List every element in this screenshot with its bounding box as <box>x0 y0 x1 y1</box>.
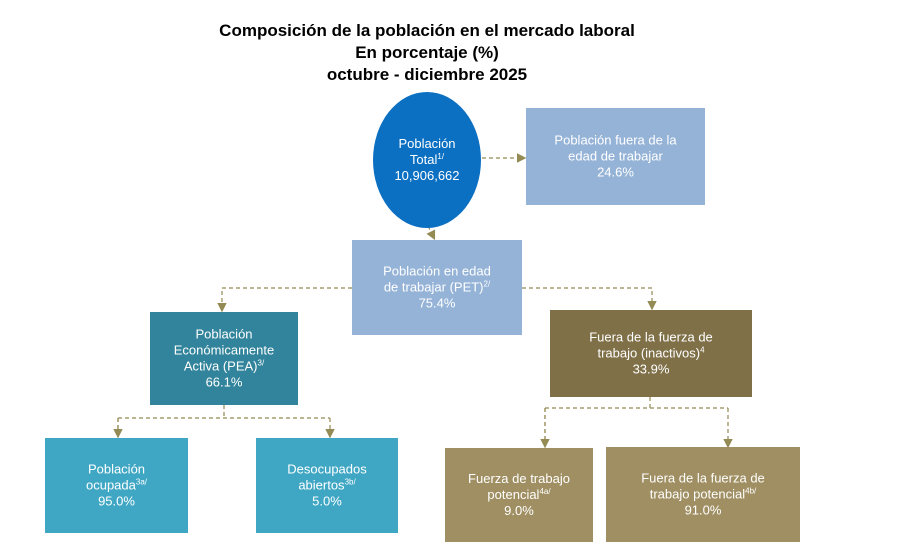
node-value: 9.0% <box>504 503 534 518</box>
node-label: trabajo (inactivos)4 <box>597 346 705 361</box>
node-shape <box>550 310 752 397</box>
node-value: 75.4% <box>419 296 456 311</box>
node-label: Población en edad <box>383 264 491 279</box>
node-value: 5.0% <box>312 494 342 509</box>
node-shape <box>526 108 705 205</box>
node-shape <box>445 448 593 542</box>
node-value: 33.9% <box>633 362 670 377</box>
node-label-text: trabajo (inactivos) <box>597 346 700 361</box>
node-superscript: 1/ <box>437 152 444 161</box>
node-label: Fuera de la fuerza de <box>641 471 765 486</box>
node-label: Total1/ <box>410 152 445 167</box>
node-superscript: 3a/ <box>136 478 148 487</box>
node-shape <box>45 438 188 533</box>
node-shape <box>150 312 298 405</box>
node-superscript: 3b/ <box>345 478 357 487</box>
node-label-text: Fuerza de trabajo <box>468 471 570 486</box>
node-label: trabajo potencial4b/ <box>650 487 757 502</box>
connectors <box>113 153 728 446</box>
node-value: 10,906,662 <box>394 168 459 183</box>
node-label: Económicamente <box>174 343 274 358</box>
node-label: de trabajar (PET)2/ <box>384 280 491 295</box>
node-label: Población <box>398 136 455 151</box>
node-label-text: trabajo potencial <box>650 487 746 502</box>
node-value: 66.1% <box>206 375 243 390</box>
node-value: 24.6% <box>597 165 634 180</box>
node-label-text: Activa (PEA) <box>184 359 258 374</box>
node-superscript: 4b/ <box>745 487 757 496</box>
node-shape <box>606 447 800 542</box>
node-label-text: Población <box>398 136 455 151</box>
node-label: potencial4a/ <box>487 487 551 502</box>
node-label: abiertos3b/ <box>298 478 356 493</box>
node-shape <box>256 438 398 533</box>
title-line: Composición de la población en el mercad… <box>219 21 635 40</box>
node-label-text: potencial <box>487 487 539 502</box>
node-label: Población fuera de la <box>554 133 677 148</box>
node-label: Activa (PEA)3/ <box>184 359 265 374</box>
node-label: Población <box>88 462 145 477</box>
node-label: edad de trabajar <box>568 149 663 164</box>
node-label: ocupada3a/ <box>86 478 148 493</box>
node-label: Fuera de la fuerza de <box>589 330 713 345</box>
node-superscript: 3/ <box>258 359 265 368</box>
node-superscript: 2/ <box>484 280 491 289</box>
node-label-text: Población fuera de la <box>554 133 677 148</box>
node-label: Fuerza de trabajo <box>468 471 570 486</box>
node-label-text: Total <box>410 152 438 167</box>
node-label-text: Población en edad <box>383 264 491 279</box>
node-value: 91.0% <box>685 503 722 518</box>
node-label-text: ocupada <box>86 478 137 493</box>
node-shape <box>352 240 522 335</box>
node-label-text: Fuera de la fuerza de <box>589 330 713 345</box>
title-line: octubre - diciembre 2025 <box>327 65 527 84</box>
title-line: En porcentaje (%) <box>355 43 499 62</box>
node-superscript: 4a/ <box>539 487 551 496</box>
node-label-text: Población <box>88 462 145 477</box>
node-label-text: Fuera de la fuerza de <box>641 471 765 486</box>
node-value: 95.0% <box>98 494 135 509</box>
node-superscript: 4 <box>700 346 705 355</box>
node-label-text: Población <box>195 327 252 342</box>
node-label-text: de trabajar (PET) <box>384 280 484 295</box>
node-label: Población <box>195 327 252 342</box>
node-label-text: Desocupados <box>287 462 367 477</box>
node-label-text: Económicamente <box>174 343 274 358</box>
node-label-text: edad de trabajar <box>568 149 663 164</box>
node-label: Desocupados <box>287 462 367 477</box>
node-shape <box>373 92 481 228</box>
node-label-text: abiertos <box>298 478 345 493</box>
